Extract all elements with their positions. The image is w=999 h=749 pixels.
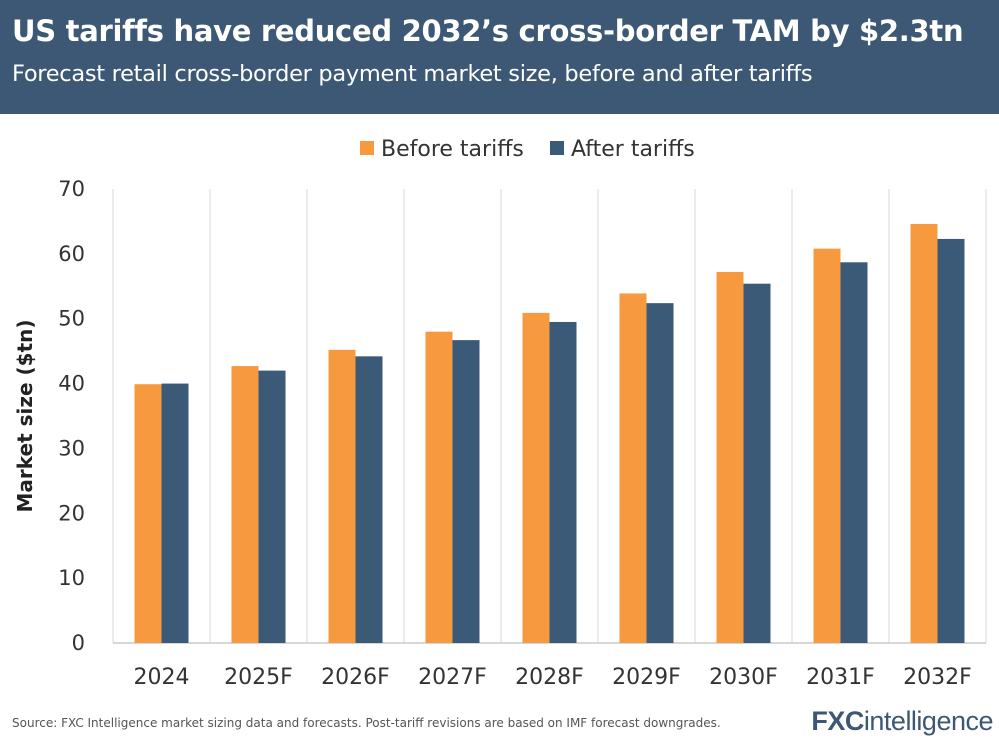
chart-subtitle: Forecast retail cross-border payment mar…: [12, 61, 813, 87]
bar-before-tariffs: [134, 384, 162, 643]
bar-before-tariffs: [328, 349, 356, 643]
brand-logo-intelligence: intelligence: [863, 706, 994, 736]
x-tick-label: 2031F: [806, 665, 875, 690]
bar-before-tariffs: [716, 272, 744, 643]
x-tick-label: 2025F: [224, 665, 293, 690]
x-tick-label: 2029F: [612, 665, 681, 690]
bar-before-tariffs: [910, 224, 938, 643]
y-tick-label: 40: [58, 372, 85, 396]
y-tick-label: 0: [72, 631, 85, 655]
source-note: Source: FXC Intelligence market sizing d…: [12, 716, 721, 730]
bar-after-tariffs: [549, 321, 577, 643]
bar-before-tariffs: [813, 248, 841, 643]
bar-after-tariffs: [937, 238, 965, 643]
chart-title: US tariffs have reduced 2032’s cross-bor…: [12, 14, 964, 48]
bar-after-tariffs: [258, 370, 286, 643]
x-tick-label: 2024: [134, 665, 190, 690]
legend-label: After tariffs: [571, 137, 695, 162]
brand-logo: FXCintelligence: [811, 706, 993, 737]
x-tick-label: 2027F: [418, 665, 487, 690]
bar-after-tariffs: [161, 383, 189, 643]
bar-before-tariffs: [231, 366, 259, 643]
bar-after-tariffs: [452, 340, 480, 643]
bar-after-tariffs: [743, 283, 771, 643]
header-banner: US tariffs have reduced 2032’s cross-bor…: [0, 0, 999, 114]
x-tick-label: 2026F: [321, 665, 390, 690]
y-tick-label: 30: [58, 436, 85, 460]
bar-before-tariffs: [619, 293, 647, 643]
bar-after-tariffs: [646, 303, 674, 643]
y-tick-label: 50: [58, 307, 85, 331]
bar-after-tariffs: [355, 356, 383, 643]
legend-swatch: [360, 141, 374, 155]
y-tick-label: 70: [58, 177, 85, 201]
bar-chart: 0 10 20 30 40 50 60 70 Market size ($tn) 2024 2025…: [13, 137, 987, 690]
bar-before-tariffs: [425, 331, 453, 643]
legend-swatch: [550, 141, 564, 155]
y-axis-title: Market size ($tn): [13, 319, 37, 512]
y-tick-label: 10: [58, 566, 85, 590]
y-tick-label: 60: [58, 242, 85, 266]
bar-after-tariffs: [840, 262, 868, 643]
bar-before-tariffs: [522, 312, 550, 643]
brand-logo-fxc: FXC: [811, 706, 864, 736]
y-tick-label: 20: [58, 501, 85, 525]
x-tick-label: 2028F: [515, 665, 584, 690]
x-tick-label: 2032F: [903, 665, 972, 690]
x-tick-label: 2030F: [709, 665, 778, 690]
legend-label: Before tariffs: [381, 137, 524, 162]
